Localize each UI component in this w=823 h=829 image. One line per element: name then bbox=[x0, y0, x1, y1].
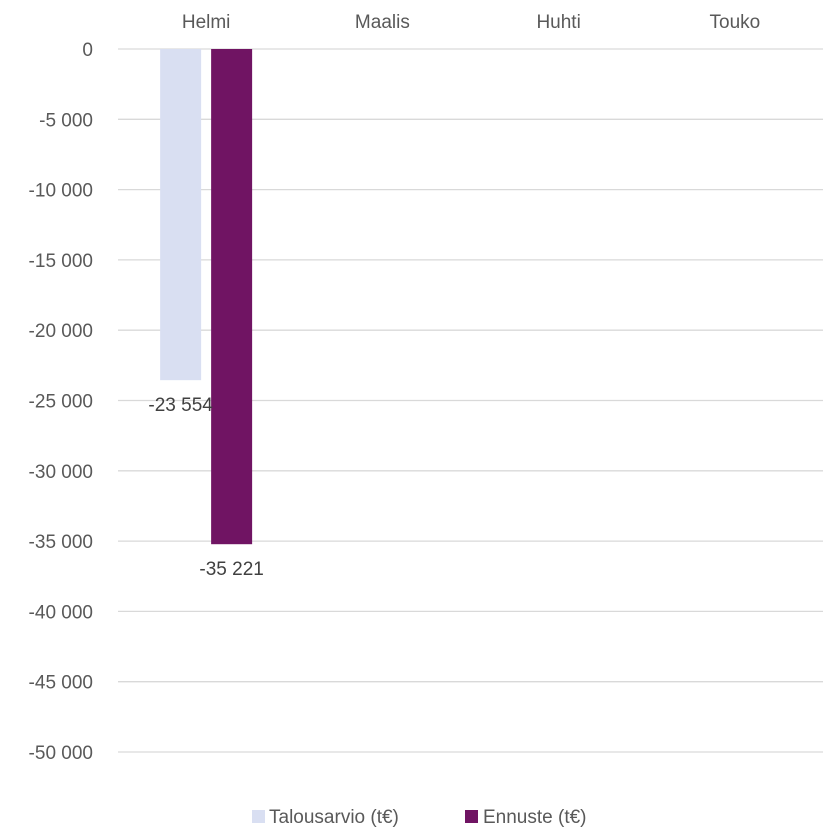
legend-swatch bbox=[252, 810, 265, 823]
legend-swatch bbox=[465, 810, 478, 823]
x-category-label: Maalis bbox=[355, 12, 410, 33]
data-label: -35 221 bbox=[199, 559, 263, 580]
bar-series bbox=[160, 49, 253, 545]
legend-label: Ennuste (t€) bbox=[483, 807, 587, 828]
x-axis-category-labels: Helmi Maalis Huhti Touko bbox=[182, 12, 760, 33]
y-axis-tick-labels: 0 -5 000 -10 000 -15 000 -20 000 -25 000 -30 0… bbox=[29, 40, 93, 764]
y-tick-label: -35 000 bbox=[29, 532, 93, 553]
y-tick-label: -15 000 bbox=[29, 251, 93, 272]
x-category-label: Touko bbox=[710, 12, 761, 33]
legend-label: Talousarvio (t€) bbox=[269, 807, 399, 828]
bar-ennuste-helmi bbox=[211, 49, 253, 545]
legend: Talousarvio (t€) Ennuste (t€) bbox=[252, 807, 587, 828]
y-tick-label: -20 000 bbox=[29, 321, 93, 342]
y-tick-label: -40 000 bbox=[29, 602, 93, 623]
y-tick-label: -25 000 bbox=[29, 392, 93, 413]
y-tick-label: -45 000 bbox=[29, 673, 93, 694]
y-tick-label: -50 000 bbox=[29, 743, 93, 764]
y-tick-label: -10 000 bbox=[29, 181, 93, 202]
x-category-label: Huhti bbox=[536, 12, 580, 33]
y-tick-label: -30 000 bbox=[29, 462, 93, 483]
data-label: -23 554 bbox=[148, 395, 213, 416]
data-labels: -23 554 -35 221 bbox=[148, 395, 263, 580]
y-tick-label: -5 000 bbox=[39, 110, 93, 131]
y-tick-label: 0 bbox=[82, 40, 93, 61]
bar-talousarvio-helmi bbox=[160, 49, 202, 381]
x-category-label: Helmi bbox=[182, 12, 231, 33]
